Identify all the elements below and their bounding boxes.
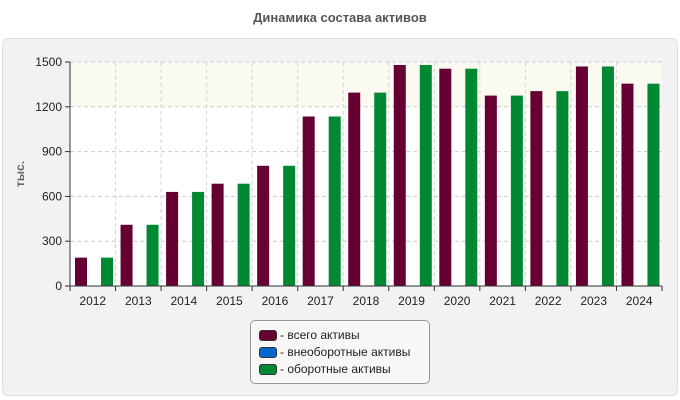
x-tick-label: 2023 xyxy=(580,294,607,308)
bar-total xyxy=(75,257,87,286)
bar-current xyxy=(328,116,341,286)
bar-current xyxy=(510,95,523,286)
bar-total xyxy=(393,64,406,286)
x-tick-label: 2022 xyxy=(535,294,562,308)
legend-swatch-total xyxy=(259,329,277,341)
x-tick-label: 2020 xyxy=(444,294,471,308)
bar-current xyxy=(192,191,205,286)
x-tick-label: 2012 xyxy=(79,294,106,308)
y-tick-label: 900 xyxy=(42,145,62,159)
x-tick-label: 2016 xyxy=(262,294,289,308)
x-tick-label: 2018 xyxy=(353,294,380,308)
legend-label-current: - оборотные активы xyxy=(280,362,391,376)
bar-current xyxy=(146,224,159,286)
y-axis-label: тыс. xyxy=(13,161,27,187)
legend-swatch-noncurrent xyxy=(259,346,277,358)
bar-current xyxy=(465,68,478,286)
x-tick-label: 2019 xyxy=(398,294,425,308)
legend-label-total: - всего активы xyxy=(280,328,360,342)
x-tick-label: 2021 xyxy=(489,294,516,308)
legend-item-noncurrent: - внеоборотные активы xyxy=(259,344,410,360)
x-tick-label: 2017 xyxy=(307,294,334,308)
bar-total xyxy=(439,68,452,286)
y-tick-label: 300 xyxy=(42,234,62,248)
x-tick-label: 2024 xyxy=(626,294,653,308)
y-tick-label: 600 xyxy=(42,189,62,203)
x-tick-label: 2014 xyxy=(170,294,197,308)
plot-band xyxy=(70,62,662,107)
x-tick-label: 2013 xyxy=(125,294,152,308)
legend-item-total: - всего активы xyxy=(259,327,360,343)
bar-total xyxy=(621,83,634,286)
bar-total xyxy=(211,183,224,286)
bar-current xyxy=(101,257,113,286)
bar-current xyxy=(237,183,250,286)
bar-total xyxy=(302,116,315,286)
legend-item-current: - оборотные активы xyxy=(259,361,391,377)
legend-swatch-current xyxy=(259,363,277,375)
bar-current xyxy=(647,83,660,286)
bar-total xyxy=(348,92,361,286)
bar-total xyxy=(166,191,179,286)
bar-total xyxy=(484,95,497,286)
bar-total xyxy=(530,91,543,287)
bar-current xyxy=(556,91,569,287)
bar-current xyxy=(601,66,614,286)
chart-title: Динамика состава активов xyxy=(253,10,427,25)
bar-current xyxy=(283,165,296,286)
y-tick-label: 0 xyxy=(55,279,62,293)
bar-total xyxy=(120,224,133,286)
bar-total xyxy=(257,165,270,286)
y-tick-label: 1200 xyxy=(35,100,62,114)
legend: - всего активы - внеоборотные активы - о… xyxy=(250,320,430,384)
bar-current xyxy=(419,64,432,286)
bar-current xyxy=(374,92,387,286)
legend-label-noncurrent: - внеоборотные активы xyxy=(280,345,411,359)
y-tick-label: 1500 xyxy=(35,55,62,69)
bar-total xyxy=(575,66,588,286)
x-tick-label: 2015 xyxy=(216,294,243,308)
